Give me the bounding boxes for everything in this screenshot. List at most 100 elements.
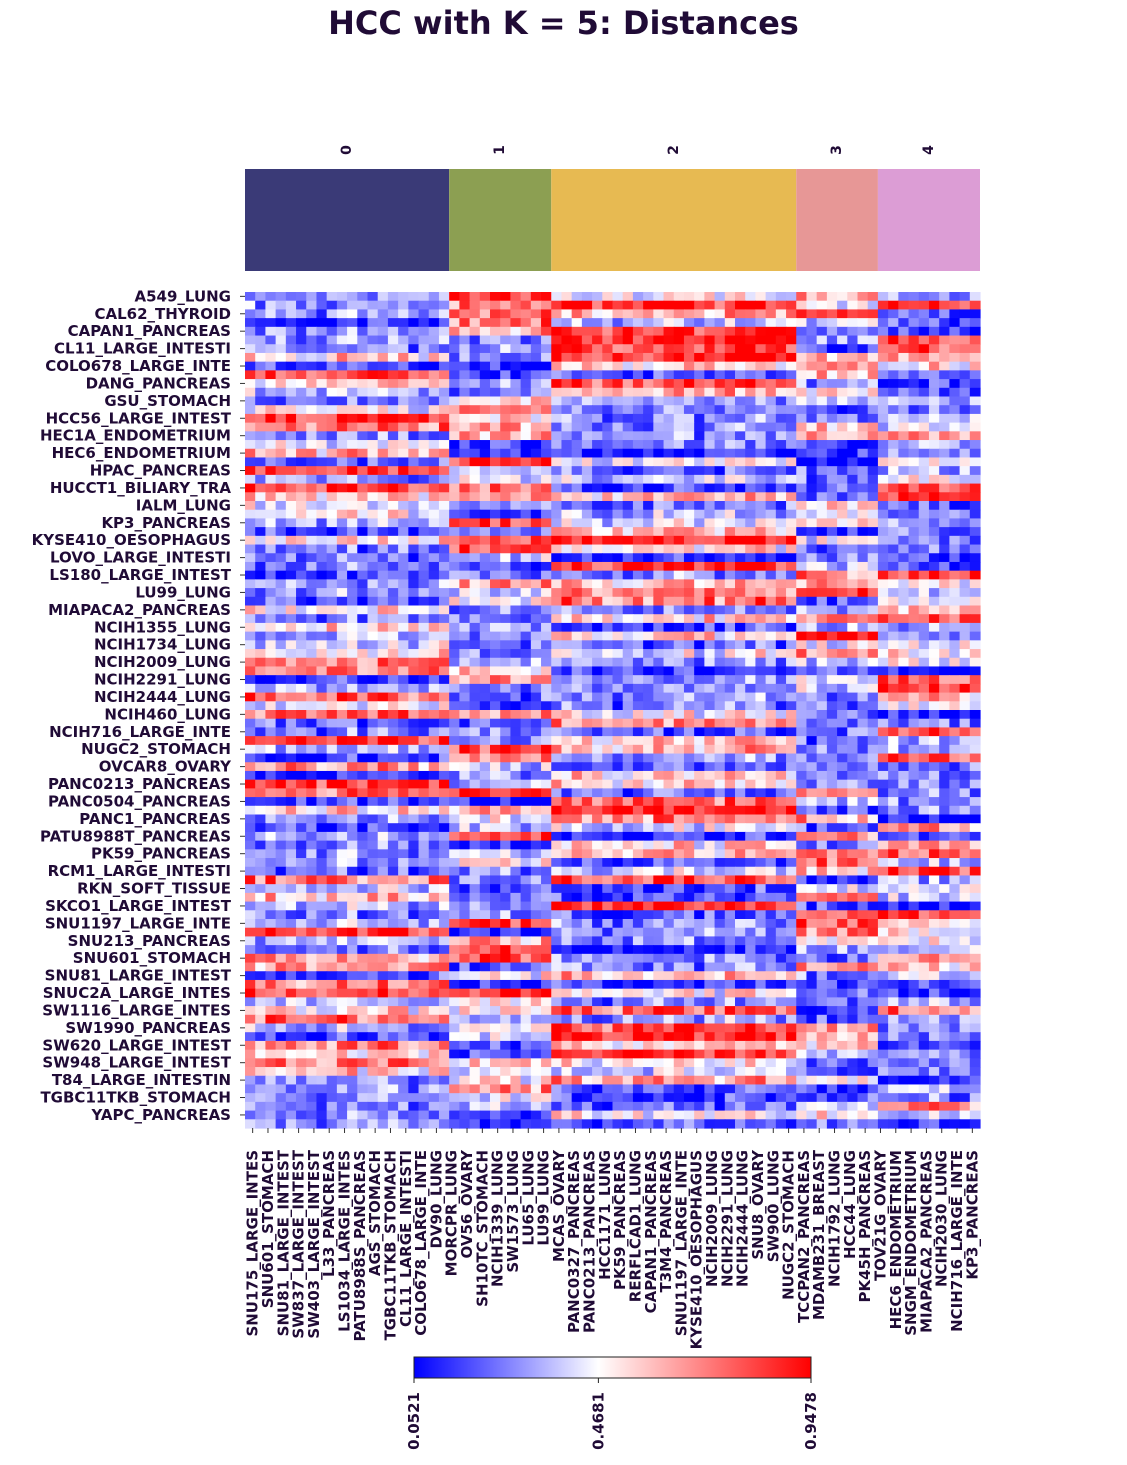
heatmap-cell [826,692,838,702]
heatmap-cell [796,666,808,676]
heatmap-cell [459,840,471,850]
heatmap-cell [520,448,532,459]
heatmap-cell [826,448,838,459]
heatmap-cell [745,553,757,563]
heatmap-cell [428,422,440,432]
heatmap-cell [418,683,430,694]
heatmap-cell [939,596,950,607]
heatmap-cell [357,692,369,702]
heatmap-cell [888,300,899,311]
heatmap-cell [939,483,950,493]
heatmap-cell [867,649,879,659]
heatmap-cell [724,797,736,807]
heatmap-cell [826,701,838,711]
heatmap-cell [398,518,409,528]
heatmap-cell [714,692,726,702]
heatmap-cell [673,727,685,737]
heatmap-cell [561,814,573,824]
heatmap-cell [622,396,634,406]
heatmap-cell [745,831,757,842]
heatmap-cell [418,710,430,720]
heatmap-cell [479,292,491,302]
heatmap-cell [959,849,971,859]
heatmap-cell [367,579,379,589]
heatmap-cell [775,701,787,711]
heatmap-cell [551,823,563,833]
heatmap-cell [867,344,879,354]
heatmap-cell [438,814,450,824]
heatmap-cell [877,788,889,798]
heatmap-cell [888,387,899,398]
heatmap-cell [408,849,420,859]
heatmap-cell [490,814,501,824]
heatmap-cell [326,370,338,380]
heatmap-cell [632,466,644,476]
heatmap-cell [806,518,818,528]
heatmap-cell [316,831,328,842]
heatmap-cell [469,753,481,763]
heatmap-cell [796,527,808,537]
heatmap-cell [857,579,869,589]
heatmap-cell [561,770,573,781]
heatmap-cell [796,622,808,633]
heatmap-cell [643,666,654,676]
heatmap-cell [653,631,665,641]
heatmap-cell [867,840,879,850]
heatmap-cell [296,622,307,633]
heatmap-cell [826,683,838,694]
heatmap-cell [449,849,460,859]
heatmap-cell [806,483,818,493]
heatmap-cell [928,753,940,763]
heatmap-cell [745,866,757,877]
heatmap-cell [398,840,409,850]
heatmap-cell [306,440,318,450]
heatmap-cell [592,440,603,450]
heatmap-cell [347,501,358,511]
heatmap-cell [602,344,614,354]
heatmap-cell [877,474,889,485]
heatmap-cell [653,831,665,842]
heatmap-cell [653,622,665,633]
heatmap-cell [265,318,277,328]
heatmap-cell [612,797,624,807]
heatmap-cell [704,823,716,833]
heatmap-cell [347,318,358,328]
heatmap-cell [867,631,879,641]
heatmap-cell [755,570,767,580]
heatmap-cell [306,692,318,702]
heatmap-cell [490,553,501,563]
heatmap-cell [398,370,409,380]
heatmap-cell [928,405,940,415]
heatmap-cell [612,492,624,502]
heatmap-cell [255,561,267,572]
heatmap-cell [520,736,532,746]
heatmap-cell [510,727,522,737]
heatmap-cell [765,579,777,589]
heatmap-cell [847,422,859,432]
heatmap-cell [398,710,409,720]
heatmap-cell [877,318,889,328]
heatmap-cell [683,335,695,345]
heatmap-cell [571,457,583,467]
heatmap-cell [296,675,307,685]
heatmap-cell [837,370,848,380]
heatmap-cell [714,614,726,624]
heatmap-cell [449,396,460,406]
heatmap-cell [561,448,573,459]
heatmap-cell [959,413,971,424]
heatmap-cell [714,770,726,781]
heatmap-cell [500,770,512,781]
heatmap-cell [602,849,614,859]
heatmap-cell [275,640,287,650]
heatmap-cell [796,396,808,406]
heatmap-cell [826,840,838,850]
heatmap-cell [653,300,665,311]
heatmap-cell [867,501,879,511]
heatmap-cell [663,622,675,633]
heatmap-cell [479,535,491,546]
heatmap-cell [786,849,797,859]
heatmap-cell [653,544,665,554]
heatmap-cell [969,779,981,789]
heatmap-cell [296,875,307,885]
heatmap-cell [357,561,369,572]
